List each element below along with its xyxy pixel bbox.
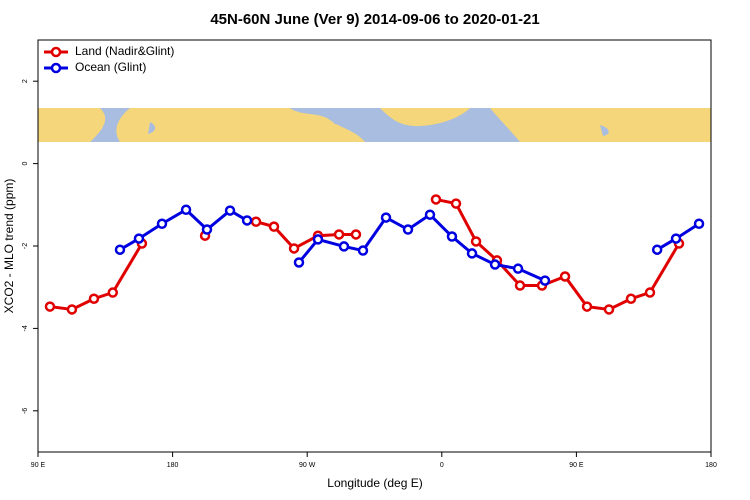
x-tick-label: 180 xyxy=(167,462,179,469)
y-tick-label: -6 xyxy=(22,408,29,414)
point xyxy=(224,205,236,216)
point xyxy=(156,218,168,230)
y-tick-label: -2 xyxy=(22,243,29,249)
point xyxy=(133,233,145,244)
y-tick-label: 2 xyxy=(22,79,29,83)
point xyxy=(489,259,501,270)
series xyxy=(44,194,685,315)
chart-title: 45N-60N June (Ver 9) 2014-09-06 to 2020-… xyxy=(210,11,539,28)
point xyxy=(402,224,414,235)
series xyxy=(114,204,705,286)
point xyxy=(470,236,482,247)
point xyxy=(581,301,593,312)
x-tick-label: 90 E xyxy=(31,462,46,469)
point xyxy=(446,231,458,242)
point xyxy=(424,209,436,220)
point xyxy=(625,293,637,304)
point xyxy=(180,204,192,215)
y-axis-label: XCO2 - MLO trend (ppm) xyxy=(2,179,16,314)
point xyxy=(693,218,705,230)
point xyxy=(380,212,392,223)
point xyxy=(333,229,345,240)
point xyxy=(644,287,656,298)
point xyxy=(670,233,682,244)
legend-marker xyxy=(50,46,62,58)
x-axis-label: Longitude (deg E) xyxy=(327,476,422,490)
legend-label: Ocean (Glint) xyxy=(75,60,146,74)
point xyxy=(312,234,324,245)
point xyxy=(514,280,526,291)
point xyxy=(603,304,615,315)
point xyxy=(450,198,462,209)
map-strip xyxy=(38,108,711,142)
x-tick-label: 0 xyxy=(440,462,444,469)
point xyxy=(651,244,663,255)
point xyxy=(241,215,253,226)
point xyxy=(201,224,213,235)
x-tick-label: 180 xyxy=(705,462,717,469)
legend-marker xyxy=(50,62,62,74)
point xyxy=(44,301,56,312)
point xyxy=(107,287,119,298)
x-tick-label: 90 E xyxy=(569,462,584,469)
point xyxy=(539,275,551,286)
point xyxy=(559,271,571,282)
legend-entry: Ocean (Glint) xyxy=(44,60,146,74)
point xyxy=(293,257,305,268)
point xyxy=(114,244,126,255)
point xyxy=(88,293,100,304)
point xyxy=(430,194,442,205)
point xyxy=(288,243,300,254)
y-tick-label: 0 xyxy=(22,162,29,166)
point xyxy=(350,229,362,240)
point xyxy=(512,263,524,274)
point xyxy=(466,248,478,259)
point xyxy=(357,245,369,256)
point xyxy=(268,221,280,232)
legend-entry: Land (Nadir&Glint) xyxy=(44,44,174,58)
x-tick-label: 90 W xyxy=(299,462,316,469)
legend-label: Land (Nadir&Glint) xyxy=(75,44,174,58)
point xyxy=(66,304,78,315)
y-tick-label: -4 xyxy=(22,325,29,331)
point xyxy=(338,241,350,252)
point xyxy=(250,216,262,227)
